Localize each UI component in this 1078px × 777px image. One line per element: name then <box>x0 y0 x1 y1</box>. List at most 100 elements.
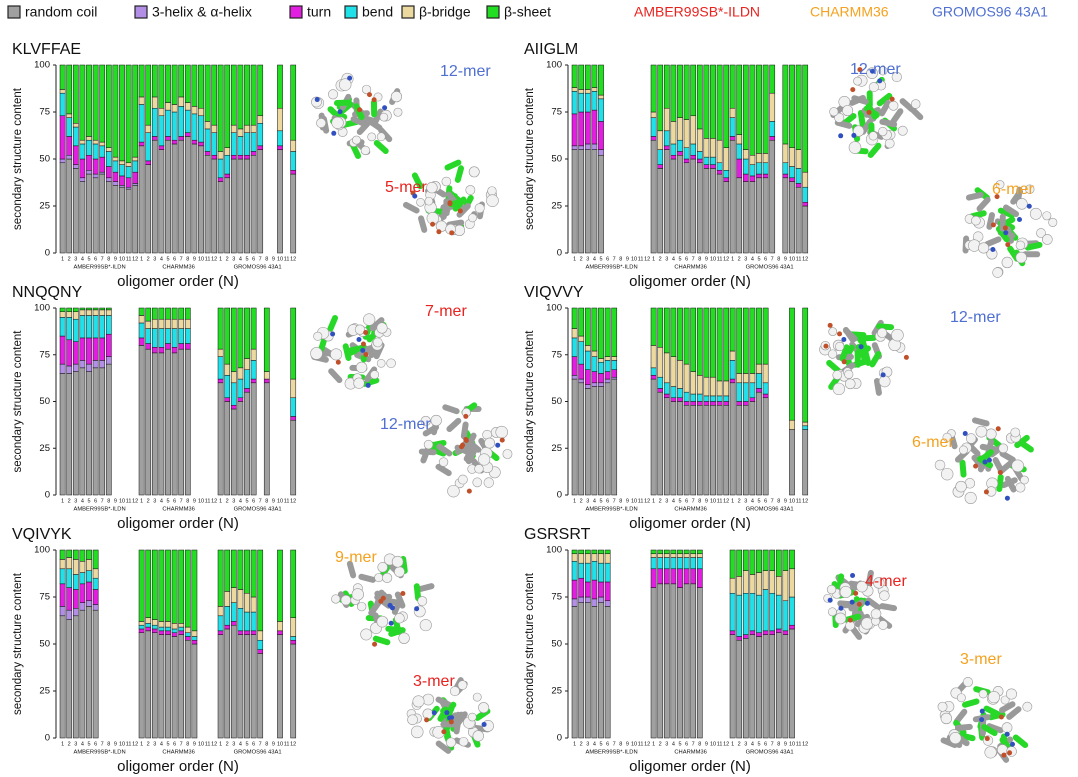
x-tick-label: 12 <box>290 256 296 262</box>
atom <box>311 347 323 359</box>
bar-segment <box>244 155 249 159</box>
bar-segment <box>684 584 689 738</box>
panel-title: AIIGLM <box>524 41 578 58</box>
atom <box>463 414 468 419</box>
bar-segment <box>572 88 577 92</box>
bar-segment <box>60 89 65 93</box>
x-tick-label: 8 <box>619 741 622 747</box>
bar-segment <box>165 621 170 627</box>
bar-segment <box>658 150 663 165</box>
bar-segment <box>152 353 157 495</box>
bar-segment <box>671 402 676 496</box>
y-tick-label: 50 <box>39 396 50 407</box>
bar-segment <box>152 625 157 629</box>
atom <box>503 449 512 458</box>
bar-segment <box>73 146 78 165</box>
bar-segment <box>651 375 656 379</box>
bar-segment <box>60 373 65 495</box>
bar-segment <box>697 308 702 375</box>
x-tick-label: 1 <box>573 256 576 262</box>
x-tick-label: 8 <box>265 498 268 504</box>
bar-segment <box>291 618 296 637</box>
bar-segment <box>697 569 702 588</box>
bar-segment <box>258 150 263 253</box>
bar-segment <box>750 402 755 496</box>
x-tick-label: 8 <box>777 741 780 747</box>
atom <box>956 481 967 492</box>
bar-segment <box>572 114 577 146</box>
bar-segment <box>67 155 72 159</box>
atom <box>411 726 423 738</box>
atom <box>968 240 980 252</box>
bar-segment <box>710 65 715 138</box>
atom <box>959 446 967 454</box>
x-tick-label: 10 <box>119 741 125 747</box>
x-tick-label: 2 <box>147 256 150 262</box>
atom <box>889 101 898 110</box>
y-tick-label: 100 <box>34 60 50 71</box>
bar-segment <box>172 140 177 144</box>
bar-segment <box>783 571 788 601</box>
bar-segment <box>598 95 603 99</box>
annotation: 7-mer <box>425 303 467 320</box>
bar-segment <box>691 155 696 159</box>
bar-segment <box>717 174 722 253</box>
x-tick-label: 3 <box>232 741 235 747</box>
bar-segment <box>159 65 164 108</box>
bar-segment <box>165 349 170 495</box>
bar-segment <box>651 140 656 253</box>
bar-segment <box>205 151 210 155</box>
bar-segment <box>133 183 138 185</box>
bar-segment <box>592 110 597 144</box>
bar-segment <box>212 65 217 125</box>
bar-segment <box>179 349 184 495</box>
bar-segment <box>730 593 735 631</box>
bar-segment <box>724 402 729 406</box>
bar-segment <box>763 364 768 383</box>
bar-segment <box>598 155 603 253</box>
atom <box>394 108 402 116</box>
atom <box>1010 742 1015 747</box>
bar-segment <box>579 550 584 554</box>
atom <box>478 454 490 466</box>
bar-segment <box>86 606 91 738</box>
bar-segment <box>100 172 105 174</box>
bar-segment <box>152 97 157 108</box>
bar-segment <box>671 569 676 584</box>
bar-segment <box>572 580 577 599</box>
atom <box>1005 242 1010 247</box>
y-tick-label: 25 <box>551 686 562 697</box>
bar-segment <box>218 357 223 379</box>
bar-segment <box>585 370 590 385</box>
bar-segment <box>225 625 230 629</box>
atom <box>988 691 1000 703</box>
x-tick-label: 10 <box>119 256 125 262</box>
bar-segment <box>258 640 263 649</box>
bar-segment <box>172 633 177 637</box>
atom <box>848 618 853 623</box>
x-tick-label: 7 <box>771 256 774 262</box>
x-tick-label: 3 <box>586 741 589 747</box>
bar-segment <box>671 159 676 253</box>
bar-segment <box>218 606 223 615</box>
x-tick-label: 10 <box>710 256 716 262</box>
x-tick-label: 3 <box>153 741 156 747</box>
bar-segment <box>192 65 197 106</box>
atom <box>473 693 481 701</box>
bar-segment <box>152 65 157 97</box>
bar-segment <box>743 593 748 634</box>
bar-segment <box>238 136 243 155</box>
bar-segment <box>677 550 682 554</box>
bar-segment <box>592 606 597 738</box>
bar-segment <box>658 165 663 169</box>
bar-segment <box>776 576 781 595</box>
bar-segment <box>737 135 742 144</box>
bar-segment <box>218 182 223 253</box>
atom <box>835 613 846 624</box>
bar-segment <box>231 588 236 603</box>
ribbon <box>419 448 437 455</box>
x-tick-label: 8 <box>107 256 110 262</box>
atom <box>332 117 344 129</box>
bar-segment <box>658 168 663 253</box>
bar-segment <box>218 635 223 738</box>
